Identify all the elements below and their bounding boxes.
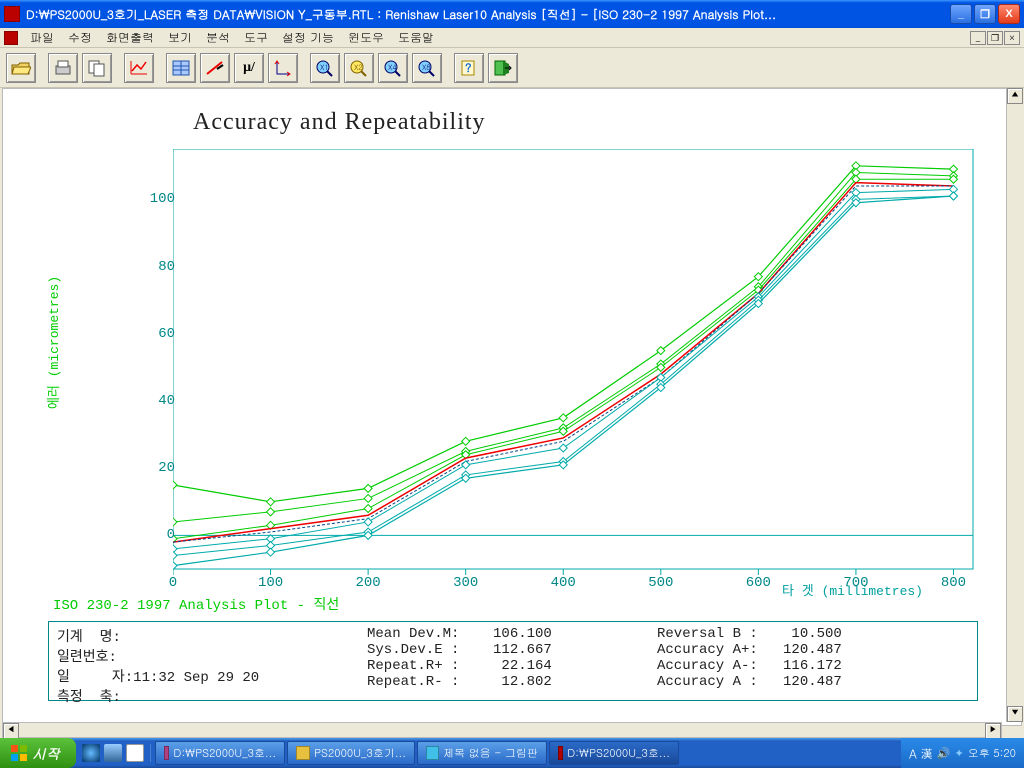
y-tick-label: 60	[135, 326, 175, 342]
menu-settings[interactable]: 설정 기능	[276, 28, 340, 47]
start-label: 시작	[32, 743, 60, 763]
chart-title: Accuracy and Repeatability	[193, 109, 486, 136]
zoom-x8-button[interactable]: X8	[412, 53, 442, 83]
help-button[interactable]: ?	[454, 53, 484, 83]
copy-button[interactable]	[82, 53, 112, 83]
axis-limits-button[interactable]	[268, 53, 298, 83]
tray-icon[interactable]: 🔊	[937, 746, 951, 761]
stats-panel: 기계 명: 일련번호: 일 자:11:32 Sep 29 20 측정 축: Me…	[48, 621, 978, 701]
window-titlebar: D:\PS2000U_3호기_LASER 측정 DATA\VISION Y_구동…	[0, 0, 1024, 28]
stats-col3: Reversal B : 10.500 Accuracy A+: 120.487…	[657, 626, 967, 706]
menu-print[interactable]: 화면출력	[100, 28, 160, 47]
clock[interactable]: 오후 5:20	[968, 746, 1016, 761]
menu-analysis[interactable]: 분석	[200, 28, 236, 47]
horizontal-scrollbar[interactable]: ◀ ▶	[2, 722, 1002, 738]
y-tick-label: 40	[135, 393, 175, 409]
close-button[interactable]: X	[998, 4, 1020, 24]
menu-bar: 파일 수정 화면출력 보기 분석 도구 설정 기능 윈도우 도움말 _ ❐ ×	[0, 28, 1024, 48]
chart-subtitle: ISO 230-2 1997 Analysis Plot - 직선	[53, 594, 339, 614]
task-button[interactable]: 제목 없음 - 그림판	[417, 741, 547, 765]
zoom-x2-button[interactable]: X2	[344, 53, 374, 83]
scroll-down-button[interactable]: ▼	[1007, 706, 1023, 722]
taskbar: 시작 D:\PS2000U_3호...PS2000U_3호기...제목 없음 -…	[0, 738, 1024, 768]
plot-button[interactable]	[124, 53, 154, 83]
x-tick-label: 800	[933, 575, 973, 591]
quicklaunch	[76, 744, 151, 762]
start-button[interactable]: 시작	[0, 738, 76, 768]
y-tick-label: 80	[135, 259, 175, 275]
svg-text:X1: X1	[320, 62, 328, 72]
menu-tools[interactable]: 도구	[238, 28, 274, 47]
y-axis-label: 에러 (micrometres)	[43, 276, 62, 409]
open-button[interactable]	[6, 53, 36, 83]
maximize-button[interactable]: ❐	[974, 4, 996, 24]
mdi-close[interactable]: ×	[1004, 31, 1020, 45]
chart-plot	[173, 149, 983, 589]
zoom-x4-button[interactable]: X4	[378, 53, 408, 83]
svg-text:X4: X4	[388, 62, 396, 72]
menu-edit[interactable]: 수정	[62, 28, 98, 47]
scroll-left-button[interactable]: ◀	[3, 723, 19, 739]
menu-view[interactable]: 보기	[162, 28, 198, 47]
stats-col1: 기계 명: 일련번호: 일 자:11:32 Sep 29 20 측정 축:	[57, 626, 367, 706]
menu-help[interactable]: 도움말	[392, 28, 440, 47]
scroll-up-button[interactable]: ▲	[1007, 88, 1023, 104]
window-buttons: _ ❐ X	[950, 4, 1020, 24]
mdi-restore[interactable]: ❐	[987, 31, 1003, 45]
ie-icon[interactable]	[82, 744, 100, 762]
x-tick-label: 700	[836, 575, 876, 591]
chart-container: Accuracy and Repeatability 에러 (micrometr…	[43, 109, 983, 726]
task-buttons: D:\PS2000U_3호...PS2000U_3호기...제목 없음 - 그림…	[151, 741, 901, 765]
task-button[interactable]: PS2000U_3호기...	[287, 741, 415, 765]
x-tick-label: 0	[153, 575, 193, 591]
svg-text:?: ?	[465, 59, 472, 76]
toolbar: μ/ X1 X2 X4 X8 ?	[0, 48, 1024, 88]
zoom-x1-button[interactable]: X1	[310, 53, 340, 83]
task-button[interactable]: D:\PS2000U_3호...	[549, 741, 679, 765]
mdi-minimize[interactable]: _	[970, 31, 986, 45]
vertical-scrollbar[interactable]: ▲ ▼	[1006, 88, 1022, 722]
document-area: Accuracy and Repeatability 에러 (micrometr…	[2, 88, 1022, 726]
menu-window[interactable]: 윈도우	[342, 28, 390, 47]
y-tick-label: 0	[135, 527, 175, 543]
x-tick-label: 500	[641, 575, 681, 591]
system-tray[interactable]: A 漢 🔊 ✦ 오후 5:20	[901, 738, 1024, 768]
y-tick-label: 20	[135, 460, 175, 476]
ime-indicator[interactable]: A 漢	[909, 745, 933, 762]
mdi-controls: _ ❐ ×	[970, 31, 1024, 45]
window-title: D:\PS2000U_3호기_LASER 측정 DATA\VISION Y_구동…	[26, 6, 950, 23]
scroll-right-button[interactable]: ▶	[985, 723, 1001, 739]
ql-icon[interactable]	[126, 744, 144, 762]
app-icon	[4, 6, 20, 22]
x-tick-label: 400	[543, 575, 583, 591]
stats-col2: Mean Dev.M: 106.100 Sys.Dev.E : 112.667 …	[367, 626, 657, 706]
tray-icon[interactable]: ✦	[954, 746, 963, 761]
mu-over-button[interactable]: μ/	[234, 53, 264, 83]
menu-file[interactable]: 파일	[24, 28, 60, 47]
x-tick-label: 300	[446, 575, 486, 591]
minimize-button[interactable]: _	[950, 4, 972, 24]
mdi-icon	[4, 31, 18, 45]
x-tick-label: 600	[738, 575, 778, 591]
desktop-icon[interactable]	[104, 744, 122, 762]
y-tick-label: 100	[135, 191, 175, 207]
exit-button[interactable]	[488, 53, 518, 83]
x-tick-label: 200	[348, 575, 388, 591]
table-button[interactable]	[166, 53, 196, 83]
x-tick-label: 100	[251, 575, 291, 591]
task-button[interactable]: D:\PS2000U_3호...	[155, 741, 285, 765]
print-button[interactable]	[48, 53, 78, 83]
fit-line-button[interactable]	[200, 53, 230, 83]
svg-text:X2: X2	[354, 62, 362, 72]
svg-text:X8: X8	[422, 62, 430, 72]
